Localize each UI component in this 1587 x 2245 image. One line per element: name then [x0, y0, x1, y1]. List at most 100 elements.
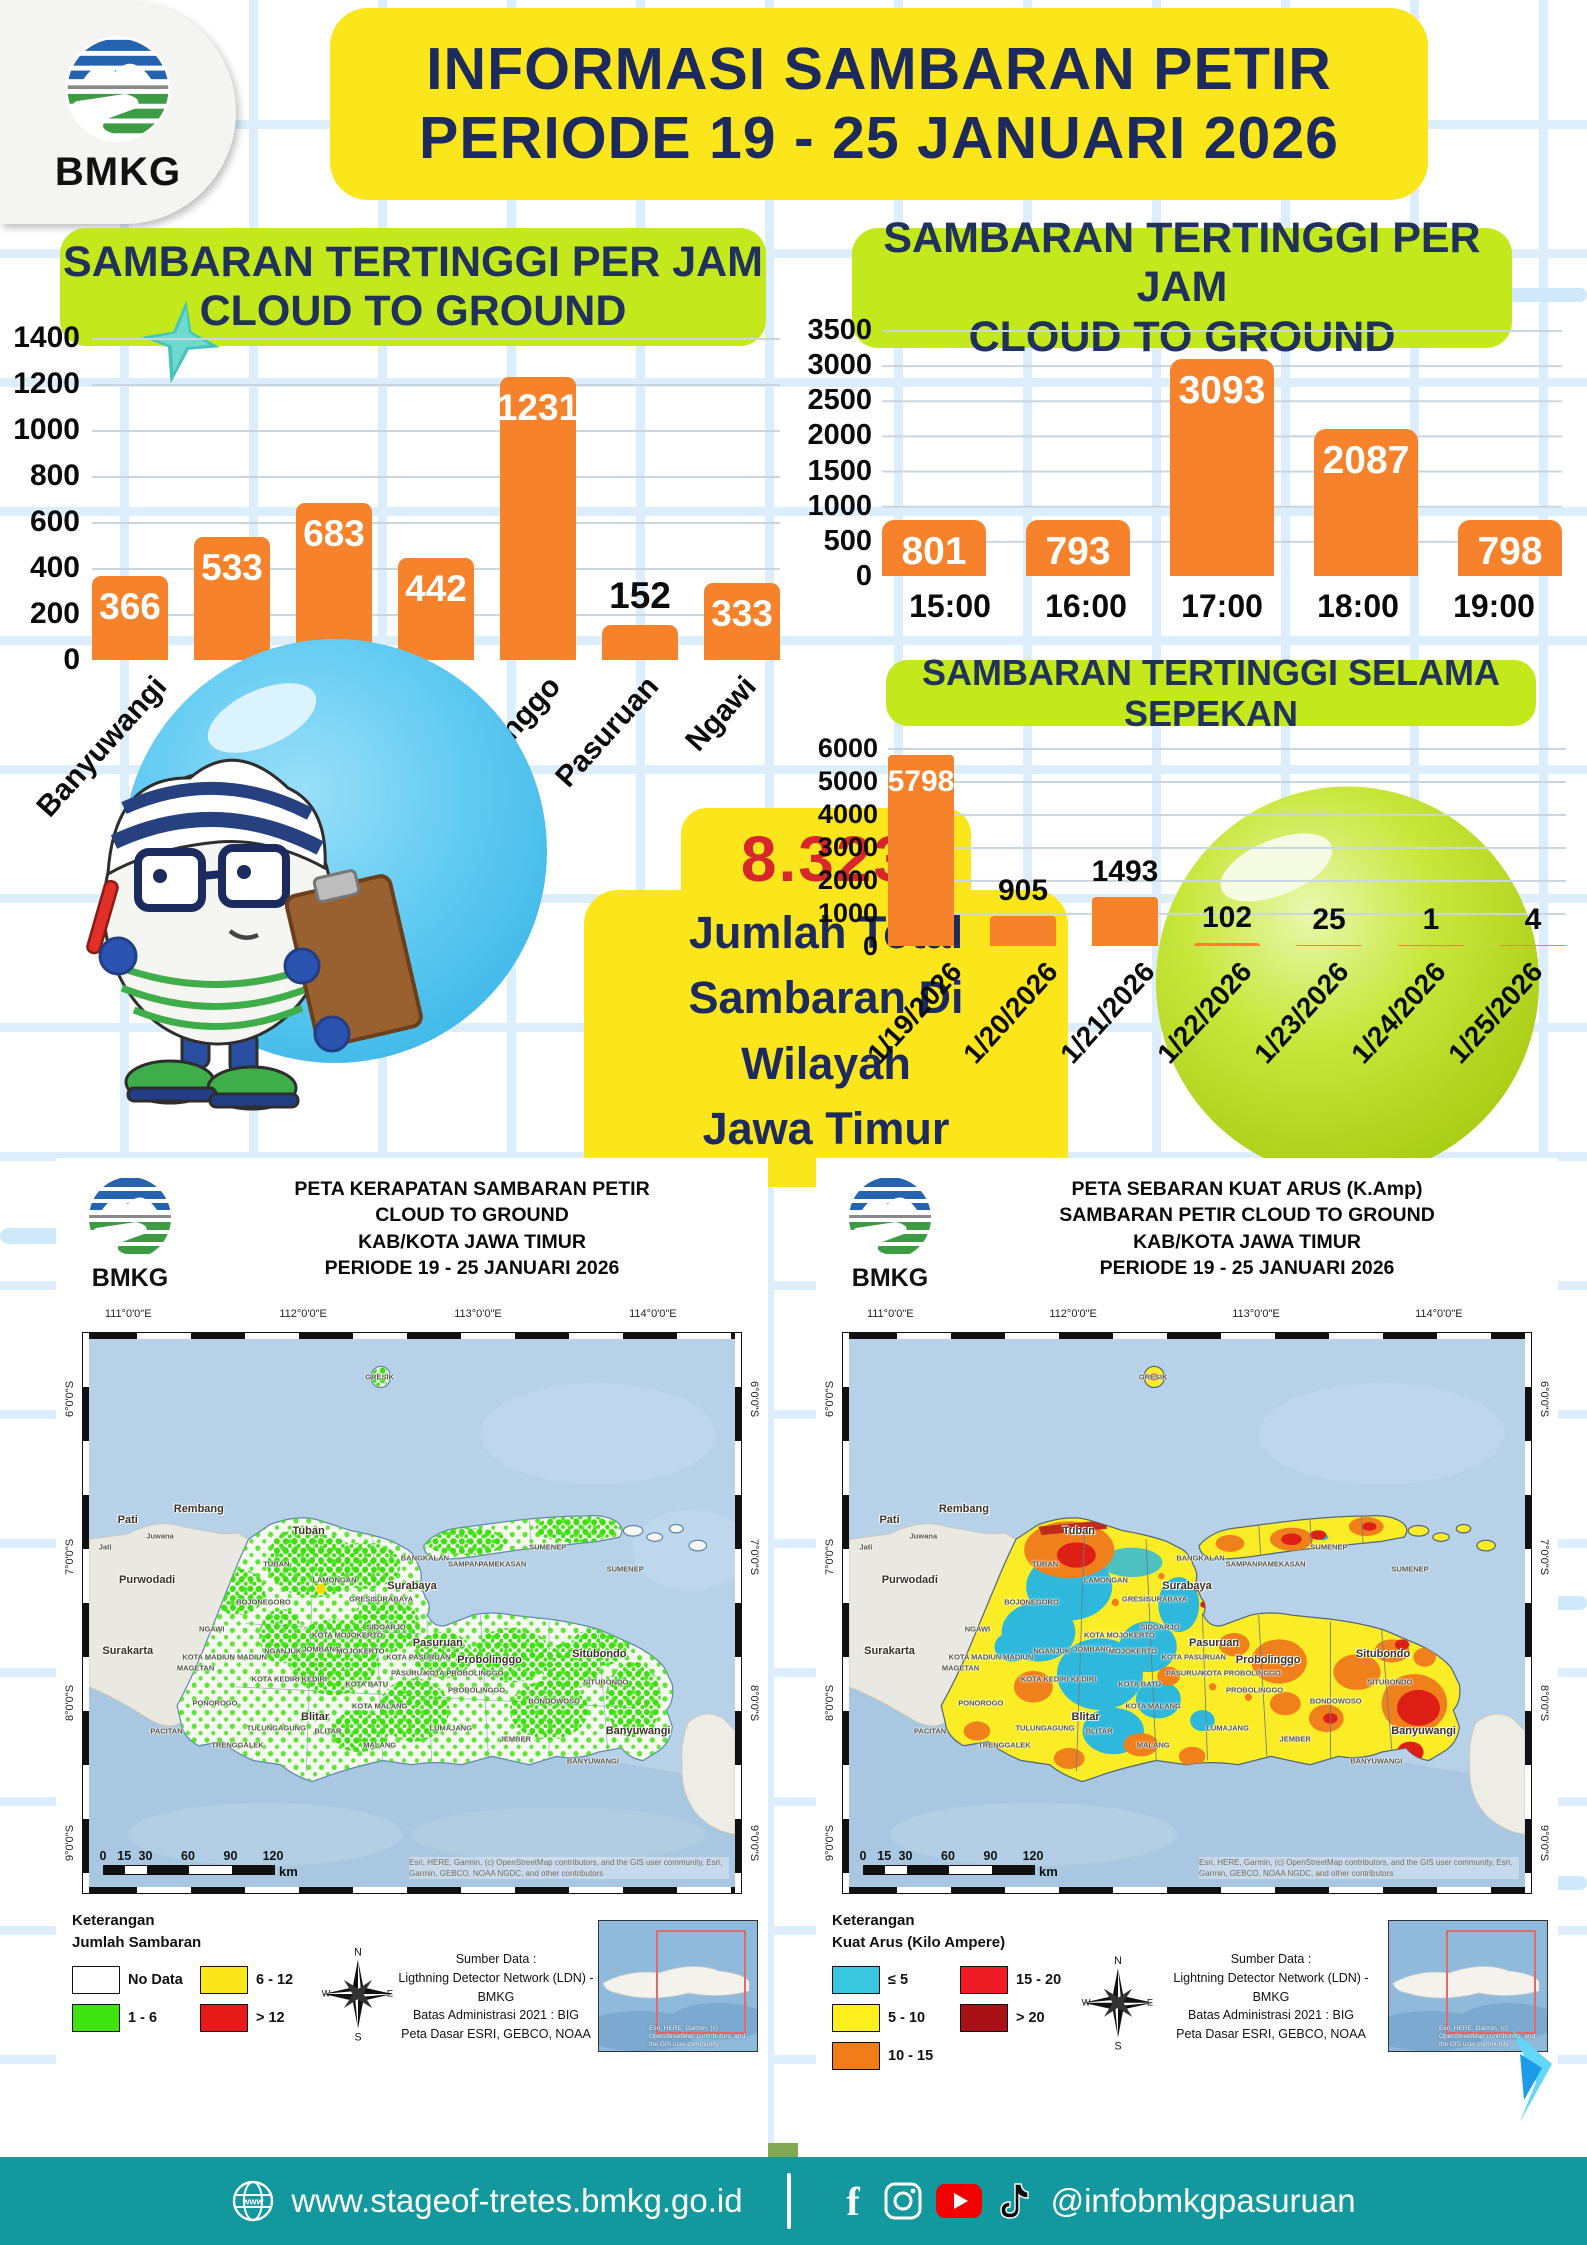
- scalebar-tick: 60: [941, 1849, 955, 1863]
- place-label: KOTA MALANG: [1125, 1701, 1181, 1711]
- place-label: BANGKALAN: [1176, 1553, 1225, 1563]
- map-attribution: Esri, HERE, Garmin, (c) OpenStreetMap co…: [1199, 1856, 1519, 1879]
- lon-label: 114°0'0"E: [629, 1308, 677, 1320]
- place-label: MALANG: [1136, 1740, 1170, 1750]
- compass-rose-icon: N E S W: [322, 1946, 393, 2044]
- scalebar-tick: 90: [983, 1849, 998, 1863]
- place-label: KOTA MADIUN MADIUN: [182, 1652, 267, 1662]
- place-label: MAGETAN: [941, 1663, 980, 1673]
- tiktok-icon[interactable]: [995, 2181, 1029, 2221]
- place-label: Juwana: [909, 1531, 938, 1541]
- place-label: MALANG: [363, 1740, 397, 1750]
- bar-value: 793: [1045, 530, 1111, 574]
- chart-hour-categories: 15:00 16:00 17:00 18:00 19:00: [882, 576, 1562, 642]
- svg-text:S: S: [354, 2032, 361, 2044]
- total-value: 8.323: [740, 823, 912, 895]
- bar-1/25/2026: 4: [1500, 903, 1566, 946]
- legend-label: 6 - 12: [256, 1971, 294, 1988]
- scalebar-tick: 120: [262, 1849, 284, 1863]
- scalebar-tick: 15: [877, 1849, 892, 1863]
- legend-label: 1 - 6: [128, 2009, 158, 2026]
- place-label: SAMPANG: [448, 1559, 486, 1569]
- badge-city-line2: CLOUD TO GROUND: [199, 287, 627, 335]
- place-label: NGANJUK: [1033, 1646, 1071, 1656]
- bar-value: 366: [99, 585, 161, 627]
- instagram-icon[interactable]: [883, 2181, 923, 2221]
- bar-value: 3093: [1178, 368, 1266, 412]
- map-panel-density: BMKG PETA KERAPATAN SAMBARAN PETIR CLOUD…: [56, 1158, 768, 2158]
- place-label: LUMAJANG: [429, 1723, 473, 1733]
- lat-label: 8°0'0"S: [64, 1684, 76, 1721]
- place-label: Pasuruan: [1188, 1637, 1240, 1650]
- youtube-icon[interactable]: [935, 2183, 983, 2219]
- place-label: PAMEKASAN: [1257, 1559, 1306, 1569]
- bmkg-logo-text: BMKG: [91, 1264, 169, 1292]
- legend-swatch: [960, 1965, 1008, 1994]
- map-density-legend-zone: Keterangan Jumlah Sambaran No Data 6 - 12…: [72, 1910, 758, 2052]
- legend-item: > 20: [960, 2003, 1082, 2032]
- lon-label: 112°0'0"E: [1049, 1308, 1097, 1320]
- bar-value: 798: [1477, 529, 1543, 573]
- footer-website-link[interactable]: www.stageof-tretes.bmkg.go.id: [291, 2182, 743, 2219]
- place-label: KOTA MALANG: [351, 1701, 408, 1711]
- legend-title: Keterangan: [832, 1912, 915, 1929]
- place-label: SAMPANG: [1225, 1559, 1264, 1569]
- lon-label: 113°0'0"E: [1232, 1308, 1280, 1320]
- legend-subtitle: Kuat Arus (Kilo Ampere): [832, 1933, 1006, 1951]
- maps-section: BMKG PETA KERAPATAN SAMBARAN PETIR CLOUD…: [0, 1158, 1587, 2170]
- bar-value: 1231: [496, 386, 580, 428]
- lat-label: 9°0'0"S: [64, 1825, 76, 1862]
- chart-hour-plot: 801 793 3093 2087 798: [882, 330, 1562, 576]
- bmkg-logo: [87, 1175, 173, 1261]
- bar-1/22/2026: 102: [1194, 901, 1260, 946]
- map-current-geography: [849, 1339, 1525, 1887]
- legend-label: > 20: [1016, 2009, 1045, 2026]
- main-title-line1: INFORMASI SAMBARAN PETIR: [426, 36, 1332, 102]
- bmkg-logo: [59, 30, 177, 148]
- lon-label: 113°0'0"E: [454, 1308, 502, 1320]
- legend-item: 1 - 6: [72, 2003, 194, 2032]
- footer-bar: www www.stageof-tretes.bmkg.go.id f @inf…: [0, 2157, 1587, 2245]
- lat-label: 6°0'0"S: [1538, 1381, 1550, 1418]
- place-label: BANYUWANGI: [1350, 1756, 1403, 1766]
- chart-hour-yaxis: 3500 3000 2500 2000 1500 1000 500 0: [807, 314, 872, 592]
- legend-swatch: [72, 2003, 120, 2032]
- place-label: SITUBONDO: [583, 1677, 629, 1686]
- place-label: Probolinggo: [1235, 1653, 1301, 1666]
- badge-week-chart: SAMBARAN TERTINGGI SELAMA SEPEKAN: [886, 652, 1536, 734]
- place-label: KOTA MOJOKERTO: [1084, 1630, 1155, 1640]
- place-label: PAMEKASAN: [478, 1559, 527, 1569]
- bmkg-logo: [847, 1175, 933, 1261]
- scalebar-tick: 0: [859, 1849, 867, 1863]
- place-label: Pati: [879, 1513, 900, 1526]
- legend-label: No Data: [128, 1971, 183, 1988]
- legend-items: No Data 6 - 12 1 - 6 > 12: [72, 1965, 322, 2032]
- globe-www-icon[interactable]: www: [231, 2179, 275, 2223]
- bmkg-logo: [842, 1170, 938, 1266]
- legend-item: No Data: [72, 1965, 194, 1994]
- legend-swatch: [72, 1965, 120, 1994]
- main-title-box: INFORMASI SAMBARAN PETIR PERIODE 19 - 25…: [330, 8, 1428, 200]
- compass-rose-icon: N E S W: [1082, 1955, 1153, 2052]
- bar-16:00: 793: [1026, 520, 1130, 576]
- legend-item: ≤ 5: [832, 1965, 954, 1994]
- lat-label: 6°0'0"S: [748, 1381, 760, 1418]
- place-label: MAGETAN: [176, 1663, 215, 1673]
- place-label: SIDOARJO: [366, 1622, 406, 1632]
- footer-social-handle[interactable]: @infobmkgpasuruan: [1050, 2182, 1356, 2219]
- facebook-icon[interactable]: f: [835, 2181, 871, 2221]
- bar-value: 333: [711, 593, 773, 635]
- category-label: 15:00: [909, 588, 991, 624]
- data-source-note: Sumber Data : Ligthning Detector Network…: [398, 1952, 594, 2041]
- place-label: BOJONEGORO: [1004, 1597, 1059, 1607]
- place-label: Tuban: [1062, 1524, 1095, 1537]
- lat-label: 9°0'0"S: [1538, 1825, 1550, 1862]
- legend-label: 10 - 15: [888, 2047, 934, 2064]
- lat-label: 7°0'0"S: [1538, 1538, 1550, 1575]
- bar-value: 102: [1201, 900, 1253, 934]
- lat-label: 9°0'0"S: [748, 1825, 760, 1862]
- place-label: SURABAYA: [372, 1594, 414, 1604]
- place-label: KOTA MOJOKERTO: [312, 1630, 383, 1640]
- lat-label: 8°0'0"S: [1538, 1684, 1550, 1721]
